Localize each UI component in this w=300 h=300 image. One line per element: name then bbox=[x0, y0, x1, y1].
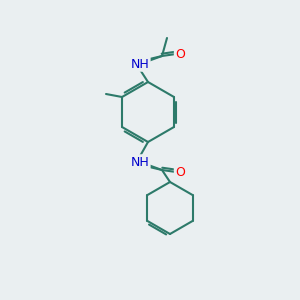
Text: NH: NH bbox=[130, 58, 149, 70]
Text: O: O bbox=[175, 47, 185, 61]
Text: NH: NH bbox=[130, 155, 149, 169]
Text: O: O bbox=[175, 166, 185, 178]
